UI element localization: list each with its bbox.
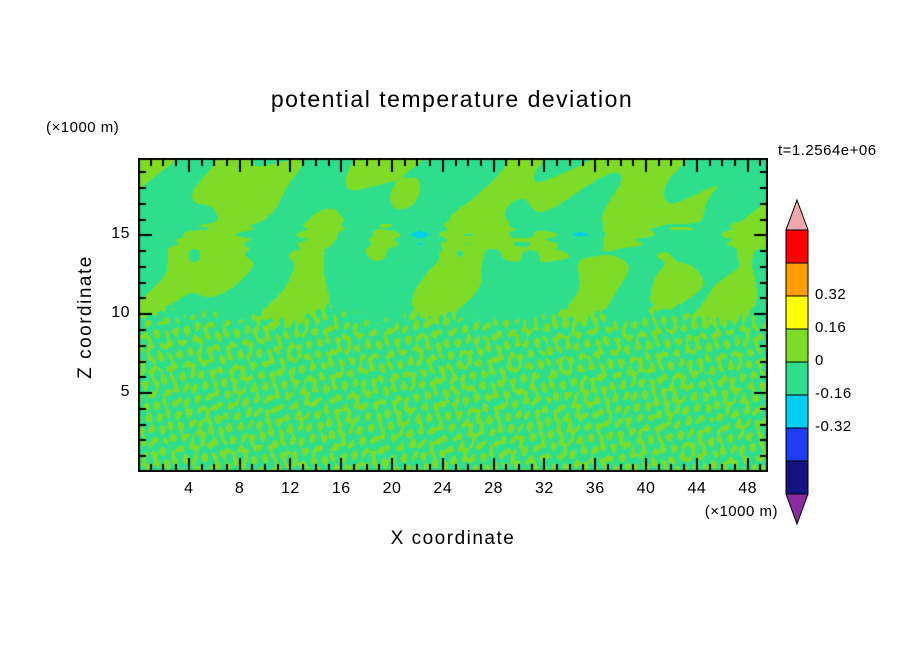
x-axis-label: X coordinate bbox=[390, 528, 516, 549]
plot-title: potential temperature deviation bbox=[270, 86, 634, 112]
y-tick-label: 5 bbox=[120, 383, 130, 401]
x-tick-label: 12 bbox=[281, 480, 300, 497]
y-tick-label: 10 bbox=[111, 304, 130, 322]
colorbar-tick-label: 0.32 bbox=[815, 286, 847, 303]
colorbar bbox=[785, 198, 809, 526]
x-tick-label: 28 bbox=[484, 480, 504, 497]
x-tick-label: 32 bbox=[535, 480, 554, 497]
x-tick-label: 16 bbox=[331, 480, 351, 497]
contour-field-canvas bbox=[138, 158, 768, 472]
colorbar-segment bbox=[785, 361, 809, 396]
colorbar-segment bbox=[785, 229, 809, 264]
x-tick-label: 20 bbox=[382, 480, 402, 497]
colorbar-segment bbox=[785, 427, 809, 462]
colorbar-segment bbox=[785, 460, 809, 495]
colorbar-segment bbox=[785, 328, 809, 363]
colorbar-segment bbox=[785, 295, 809, 330]
z-axis-label: Z coordinate bbox=[75, 255, 96, 379]
colorbar-tick-label: 0.16 bbox=[815, 319, 847, 336]
colorbar-under-arrow bbox=[785, 493, 809, 526]
x-axis-unit-label: (×1000 m) bbox=[704, 503, 778, 520]
x-tick-label: 48 bbox=[738, 480, 758, 497]
y-tick-label: 15 bbox=[111, 225, 130, 243]
x-tick-label: 8 bbox=[234, 480, 245, 497]
colorbar-tick-label: -0.32 bbox=[815, 418, 852, 435]
z-axis-unit-label: (×1000 m) bbox=[46, 119, 120, 136]
colorbar-segment bbox=[785, 262, 809, 297]
x-tick-label: 40 bbox=[636, 480, 656, 497]
colorbar-segment bbox=[785, 394, 809, 429]
x-tick-label: 24 bbox=[433, 480, 453, 497]
colorbar-tick-label: -0.16 bbox=[815, 385, 852, 402]
colorbar-tick-label: 0 bbox=[815, 352, 824, 369]
colorbar-over-arrow bbox=[785, 198, 809, 231]
x-tick-label: 44 bbox=[687, 480, 707, 497]
x-tick-label: 36 bbox=[585, 480, 605, 497]
time-label: t=1.2564e+06 bbox=[778, 142, 877, 159]
x-tick-label: 4 bbox=[184, 480, 194, 497]
